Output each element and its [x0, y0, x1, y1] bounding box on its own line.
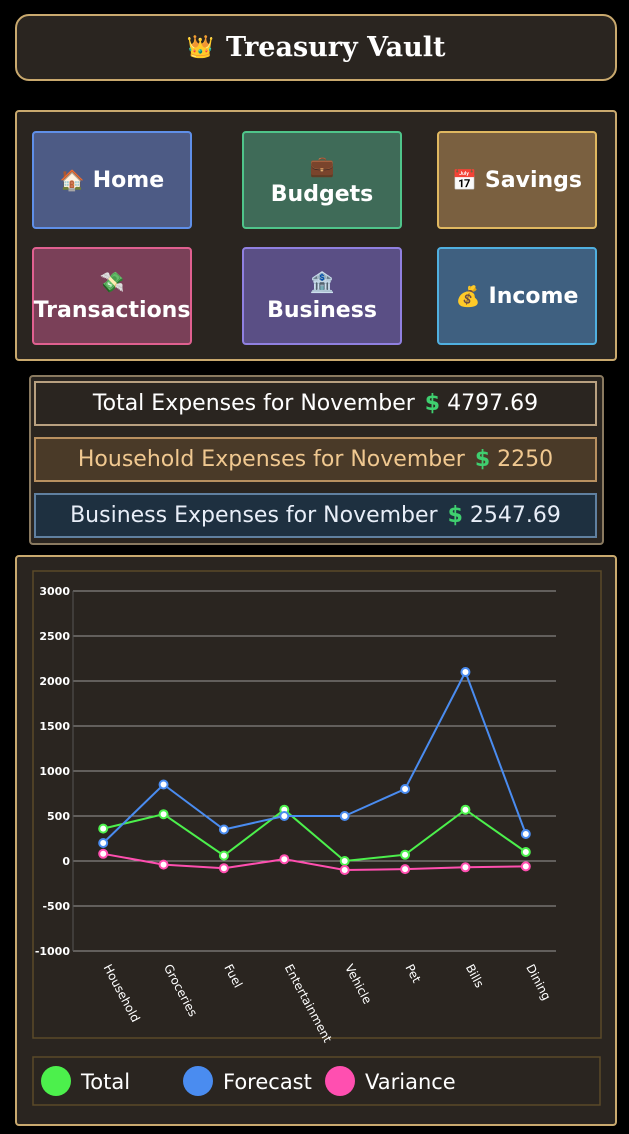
- point: [460, 862, 471, 873]
- legend-label: Variance: [365, 1070, 456, 1094]
- point: [520, 861, 531, 872]
- nav-button[interactable]: 💸 Transactions: [32, 247, 192, 345]
- point: [218, 824, 229, 835]
- point: [400, 864, 411, 875]
- point: [400, 849, 411, 860]
- x-tick-label: Pet: [402, 962, 423, 986]
- header-title: Treasury Vault: [225, 32, 446, 63]
- point: [98, 838, 109, 848]
- summary-amount: 4797.69: [447, 391, 539, 416]
- point: [158, 779, 169, 790]
- legend-swatch: [41, 1066, 71, 1096]
- plot-frame: [32, 570, 602, 1039]
- point: [279, 854, 290, 865]
- point: [98, 848, 109, 859]
- point: [158, 809, 169, 820]
- nav-panel: 🏠 Home 💼 Budgets 📅 Savings 💸 Transactions 🏦 Busin…: [15, 110, 617, 361]
- nav-icon: 🏦: [309, 269, 335, 294]
- x-tick-label: Bills: [463, 962, 487, 990]
- summary-label: Business Expenses for November: [70, 503, 438, 528]
- summary-label: Household Expenses for November: [77, 447, 465, 472]
- y-tick-label: 3000: [39, 585, 70, 598]
- nav-icon: 💼: [309, 153, 335, 178]
- nav-label: Income: [488, 283, 579, 309]
- currency: $: [447, 503, 463, 528]
- line: [102, 669, 527, 844]
- x-tick-label: Vehicle: [342, 962, 375, 1006]
- summary-amount-group: $ 4797.69: [425, 391, 538, 416]
- line: [102, 808, 527, 863]
- summary-row: Household Expenses for November $ 2250: [34, 437, 597, 482]
- point: [339, 811, 350, 821]
- summary-label: Total Expenses for November: [92, 391, 415, 416]
- point: [460, 667, 471, 677]
- summary-amount: 2250: [497, 447, 554, 472]
- nav-icon: 🏠: [59, 168, 85, 192]
- summary-amount-group: $ 2547.69: [448, 503, 561, 528]
- nav-icon: 💸: [99, 269, 125, 294]
- nav-button[interactable]: 📅 Savings: [437, 131, 597, 229]
- point: [339, 856, 350, 866]
- point: [520, 847, 531, 857]
- point: [520, 829, 531, 839]
- y-tick-label: 1000: [39, 765, 70, 778]
- point: [218, 863, 229, 874]
- nav-button[interactable]: 💼 Budgets: [242, 131, 402, 229]
- y-tick-label: 2000: [39, 675, 70, 688]
- summary-panel: Total Expenses for November $ 4797.69 Hous…: [29, 375, 604, 545]
- nav-label: Home: [92, 167, 165, 193]
- currency: $: [474, 447, 491, 472]
- header-icon: 👑: [186, 35, 214, 60]
- nav-icon: 📅: [452, 168, 477, 192]
- nav-label: Transactions: [33, 297, 191, 323]
- line: [103, 852, 526, 872]
- point: [460, 804, 471, 815]
- point: [400, 784, 411, 794]
- header: 👑 Treasury Vault: [15, 14, 617, 81]
- currency: $: [424, 391, 441, 416]
- point: [279, 811, 290, 821]
- y-tick-label: 2500: [39, 630, 70, 643]
- nav-button[interactable]: 🏠 Home: [32, 131, 192, 229]
- legend-swatch: [183, 1066, 213, 1096]
- nav-label: Savings: [484, 167, 582, 193]
- x-tick-label: Household: [101, 962, 143, 1025]
- summary-amount: 2547.69: [469, 503, 561, 528]
- y-tick-label: 500: [47, 810, 70, 823]
- nav-label: Business: [267, 297, 377, 323]
- nav-label: Budgets: [270, 181, 374, 207]
- y-tick-label: -1000: [35, 945, 71, 958]
- chart-panel: [15, 555, 617, 1126]
- y-tick-label: -500: [42, 900, 70, 913]
- point: [98, 823, 109, 834]
- legend-label: Forecast: [223, 1070, 312, 1094]
- point: [218, 850, 229, 861]
- summary-amount-group: $ 2250: [475, 447, 553, 472]
- point: [339, 865, 350, 875]
- summary-row: Business Expenses for November $ 2547.69: [34, 493, 597, 538]
- y-tick-label: 1500: [39, 720, 70, 733]
- legend-swatch: [325, 1066, 355, 1096]
- point: [158, 859, 169, 870]
- summary-row: Total Expenses for November $ 4797.69: [34, 381, 597, 426]
- y-tick-label: 0: [62, 855, 70, 868]
- x-tick-label: Entertainment: [282, 962, 335, 1045]
- nav-icon: 💰: [455, 284, 481, 308]
- nav-button[interactable]: 💰 Income: [437, 247, 597, 345]
- legend-frame: [32, 1056, 601, 1106]
- x-tick-label: Groceries: [161, 962, 200, 1019]
- nav-button[interactable]: 🏦 Business: [242, 247, 402, 345]
- legend-label: Total: [80, 1070, 130, 1094]
- x-tick-label: Fuel: [221, 962, 245, 990]
- x-tick-label: Dining: [523, 962, 554, 1003]
